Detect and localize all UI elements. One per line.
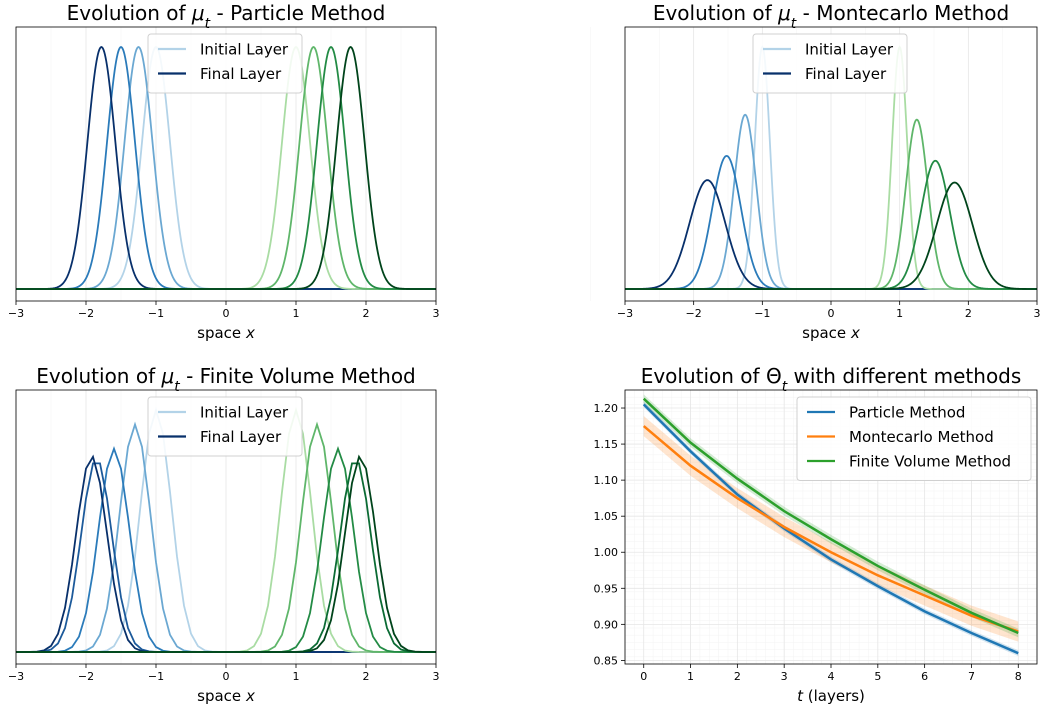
legend-box <box>752 33 908 94</box>
x-axis-label: t (layers) <box>797 687 865 705</box>
legend-label: Final Layer <box>200 65 282 83</box>
x-axis-label: space x <box>197 687 255 705</box>
x-tick-label: −3 <box>8 670 24 683</box>
legend-label: Initial Layer <box>200 41 289 59</box>
legend-label: Initial Layer <box>805 41 894 59</box>
x-tick-label: 1 <box>687 670 694 683</box>
y-tick-label: 0.85 <box>594 654 619 667</box>
chart-panel-4: 0 1 2 3 4 5 6 7 8 0.85 0.90 0.95 1.00 1.05 1.10 1.15 1.2… <box>594 364 1038 705</box>
legend-label: Particle Method <box>849 404 965 422</box>
x-tick-label: −1 <box>754 307 770 320</box>
x-tick-label: 4 <box>828 670 835 683</box>
legend: Particle Method Montecarlo Method Finite V… <box>796 396 1032 481</box>
series-line-2 <box>642 425 1019 633</box>
y-tick-label: 1.15 <box>594 438 619 451</box>
y-tick-label: 1.00 <box>594 546 619 559</box>
series-line-1 <box>642 403 1019 655</box>
x-tick-label: 3 <box>433 670 440 683</box>
plot-area <box>16 46 436 290</box>
x-tick-label: 5 <box>874 670 881 683</box>
y-tick-label: 1.05 <box>594 510 619 523</box>
x-tick-label: 0 <box>828 307 835 320</box>
confidence-band-3 <box>643 394 1019 638</box>
chart-panel-3: −3 −2 −1 0 1 2 3 Evolution of μt - Finite Volum… <box>8 364 440 705</box>
chart-title: Evolution of μt - Finite Volume Method <box>36 364 416 395</box>
x-axis-label: space x <box>197 324 255 342</box>
x-tick-label: −3 <box>617 307 633 320</box>
x-tick-label: 3 <box>433 307 440 320</box>
x-tick-label: 1 <box>896 307 903 320</box>
x-tick-label: −2 <box>78 307 94 320</box>
x-tick-label: 7 <box>968 670 975 683</box>
x-tick-label: 2 <box>363 307 370 320</box>
x-tick-label: 2 <box>734 670 741 683</box>
x-tick-label: 0 <box>223 307 230 320</box>
chart-title: Evolution of μt - Montecarlo Method <box>653 1 1009 32</box>
x-tick-label: −1 <box>148 670 164 683</box>
x-tick-label: 6 <box>921 670 928 683</box>
y-tick-label: 1.20 <box>594 402 619 415</box>
legend-box <box>147 33 303 94</box>
legend-label: Final Layer <box>200 428 282 446</box>
legend-box <box>147 396 303 457</box>
series-line-3 <box>642 397 1019 635</box>
density-curve-8 <box>625 181 1037 290</box>
y-tick-label: 0.95 <box>594 582 619 595</box>
x-tick-label: 8 <box>1015 670 1022 683</box>
legend-label: Montecarlo Method <box>849 428 994 446</box>
chart-panel-1: −3 −2 −1 0 1 2 3 Evolution of μt - Particle Met… <box>8 1 440 342</box>
plot-area <box>16 406 436 653</box>
legend-label: Finite Volume Method <box>849 453 1011 471</box>
plot-area <box>642 394 1019 657</box>
x-tick-label: 0 <box>223 670 230 683</box>
density-curve-8 <box>16 46 436 290</box>
legend: Initial Layer Final Layer <box>147 33 303 94</box>
x-tick-label: −2 <box>686 307 702 320</box>
x-axis-label: space x <box>802 324 860 342</box>
y-tick-label: 0.90 <box>594 618 619 631</box>
chart-title: Evolution of Θt with different methods <box>641 364 1022 395</box>
x-tick-label: 3 <box>1034 307 1041 320</box>
x-tick-label: −2 <box>78 670 94 683</box>
legend: Initial Layer Final Layer <box>752 33 908 94</box>
x-tick-label: 3 <box>781 670 788 683</box>
chart-panel-2: −3 −2 −1 0 1 2 3 Evolution of μt - Montecarlo M… <box>590 1 1041 342</box>
x-tick-label: −3 <box>8 307 24 320</box>
x-tick-label: 2 <box>965 307 972 320</box>
y-tick-label: 1.10 <box>594 474 619 487</box>
legend-label: Initial Layer <box>200 404 289 422</box>
legend: Initial Layer Final Layer <box>147 396 303 457</box>
x-tick-label: 2 <box>363 670 370 683</box>
chart-title: Evolution of μt - Particle Method <box>67 1 386 32</box>
legend-label: Final Layer <box>805 65 887 83</box>
legend-box <box>796 396 1032 481</box>
x-tick-label: 1 <box>293 670 300 683</box>
x-tick-label: −1 <box>148 307 164 320</box>
x-tick-label: 0 <box>640 670 647 683</box>
density-curve-10 <box>16 454 436 653</box>
x-tick-label: 1 <box>293 307 300 320</box>
plot-area <box>625 45 1037 290</box>
